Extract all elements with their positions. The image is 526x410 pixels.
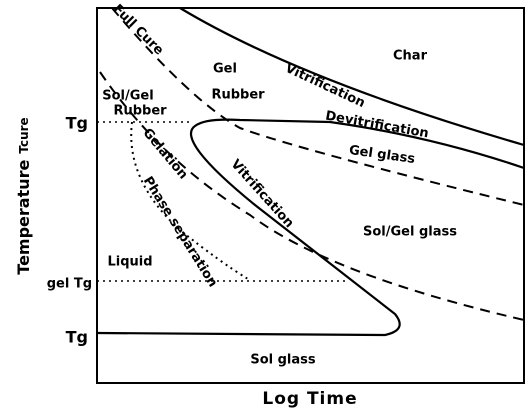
phase-separation-curve — [130, 121, 249, 280]
plot-frame — [96, 7, 525, 384]
region-label: Sol/Gel — [102, 89, 153, 104]
region-label: Rubber — [113, 104, 167, 119]
region-label: Char — [393, 49, 428, 64]
region-label: Gel glass — [348, 143, 416, 167]
region-label: Vitrification — [283, 61, 368, 111]
region-label: Devitrification — [324, 109, 430, 142]
region-label: Liquid — [107, 255, 152, 270]
region-label: Sol glass — [250, 353, 316, 368]
region-label: Gel — [213, 62, 237, 77]
region-label: Vitrification — [228, 157, 297, 231]
region-label: Rubber — [211, 88, 265, 103]
region-label: Gelation — [139, 126, 190, 183]
level-label: gel Tg — [47, 277, 92, 292]
region-label: Phase separation — [140, 174, 220, 290]
vitrification-upper-curve — [179, 7, 525, 147]
gelation-curve — [99, 71, 525, 321]
level-label: Tg — [66, 328, 88, 347]
y-axis-label: TemperatureTcure — [14, 117, 33, 274]
full-cure-curve — [111, 7, 525, 206]
region-label: Sol/Gel glass — [363, 225, 457, 240]
vitrification-s-curve — [96, 118, 525, 337]
x-axis-label: Log Time — [262, 389, 357, 409]
region-label: Full Cure — [110, 2, 167, 59]
level-label: Tg — [66, 114, 88, 133]
